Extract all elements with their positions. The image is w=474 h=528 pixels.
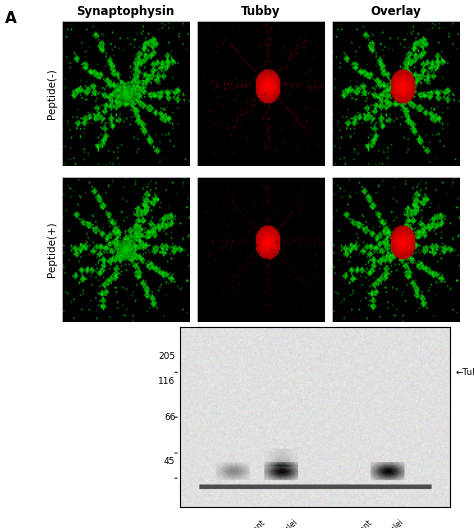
Text: Peptide(-): Peptide(-) [47, 68, 57, 119]
Text: A: A [5, 11, 17, 25]
Text: B: B [156, 307, 168, 322]
Text: Supernatant: Supernatant [334, 517, 374, 528]
Text: 45: 45 [164, 457, 175, 467]
Text: Peptide(+): Peptide(+) [47, 222, 57, 277]
Text: Tubby: Tubby [241, 5, 281, 18]
Text: Nuclei: Nuclei [276, 517, 299, 528]
Text: 205: 205 [158, 352, 175, 361]
Text: Nuclei: Nuclei [383, 517, 406, 528]
Text: 66: 66 [164, 412, 175, 422]
Text: ←Tubby: ←Tubby [456, 367, 474, 377]
Text: Supernatant: Supernatant [228, 517, 267, 528]
Text: Overlay: Overlay [370, 5, 421, 18]
Text: Synaptophysin: Synaptophysin [76, 5, 175, 18]
Text: 116: 116 [158, 376, 175, 386]
